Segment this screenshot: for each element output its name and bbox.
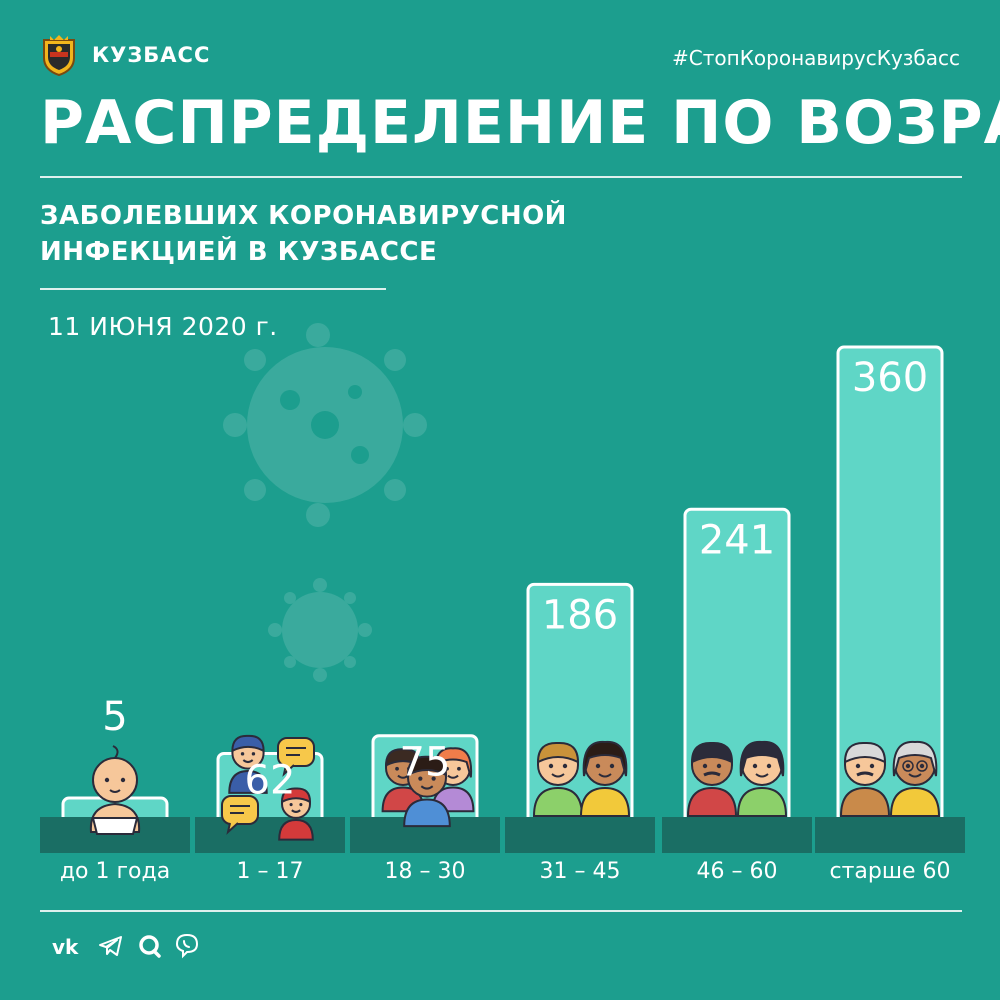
brand: КУЗБАСС	[40, 34, 210, 76]
bar-base	[195, 817, 345, 853]
bar-base	[505, 817, 655, 853]
kids-icon	[221, 734, 315, 841]
social-links: vk	[52, 933, 200, 959]
subtitle: ЗАБОЛЕВШИХ КОРОНАВИРУСНОЙ ИНФЕКЦИЕЙ В КУ…	[40, 198, 567, 270]
middle-aged-couple-icon	[686, 740, 788, 817]
data-label: 241	[699, 517, 775, 563]
subtitle-divider	[40, 288, 386, 290]
category-label: 1 – 17	[237, 859, 304, 884]
brand-name: КУЗБАСС	[92, 43, 211, 67]
viber-icon[interactable]	[174, 933, 200, 959]
category-label: до 1 года	[60, 859, 170, 884]
hashtag: #СтопКоронавирусКузбасс	[672, 46, 960, 70]
data-label: 62	[245, 757, 296, 803]
report-date: 11 ИЮНЯ 2020 г.	[48, 312, 278, 341]
category-label: 31 – 45	[540, 859, 621, 884]
subtitle-line: ИНФЕКЦИЕЙ В КУЗБАССЕ	[40, 237, 438, 267]
telegram-icon[interactable]	[98, 934, 124, 958]
young-adults-icon	[381, 747, 475, 828]
shelf-layer	[40, 817, 965, 853]
elderly-couple-icon	[839, 740, 941, 817]
data-label: 5	[102, 694, 127, 740]
data-label: 186	[542, 592, 618, 638]
category-label: 46 – 60	[697, 859, 778, 884]
category-label: 18 – 30	[385, 859, 466, 884]
subtitle-line: ЗАБОЛЕВШИХ КОРОНАВИРУСНОЙ	[40, 201, 567, 231]
bar-base	[662, 817, 812, 853]
bar-base	[815, 817, 965, 853]
virus-watermark	[223, 323, 427, 682]
vk-icon[interactable]: vk	[52, 934, 86, 958]
labels-layer: 5 до 1 года 62 1 – 17 75 18 – 30 186 31 – 45 241…	[60, 355, 951, 884]
title-divider	[40, 176, 962, 178]
ok-icon[interactable]	[136, 933, 162, 959]
data-label: 75	[400, 740, 451, 786]
bars-layer	[61, 345, 944, 825]
baby-icon	[89, 745, 141, 835]
data-label: 360	[852, 355, 928, 401]
page-title: РАСПРЕДЕЛЕНИЕ ПО ВОЗРАСТУ	[40, 88, 1000, 158]
category-label: старше 60	[829, 859, 950, 884]
adult-couple-icon	[532, 740, 631, 817]
svg-text:vk: vk	[52, 935, 79, 958]
coat-of-arms-icon	[43, 35, 75, 76]
icons-layer	[89, 734, 941, 841]
footer-divider	[40, 910, 962, 912]
